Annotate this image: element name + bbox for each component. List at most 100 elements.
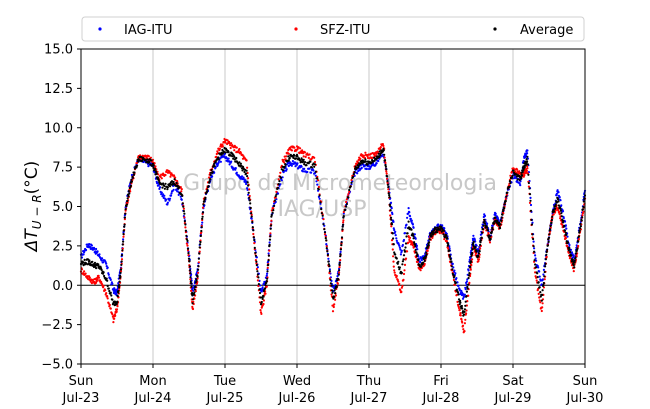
data-point — [168, 197, 172, 200]
data-point — [266, 272, 269, 275]
data-point — [340, 241, 343, 244]
data-point — [246, 181, 249, 184]
data-point — [454, 281, 457, 284]
data-point — [305, 164, 308, 167]
data-point — [288, 156, 291, 160]
data-point — [321, 214, 324, 217]
data-point — [572, 270, 575, 273]
data-point — [392, 265, 395, 268]
data-point — [387, 188, 390, 191]
data-point — [133, 171, 136, 174]
data-point — [481, 226, 484, 229]
data-point — [275, 193, 278, 196]
data-point — [327, 257, 330, 260]
data-point — [389, 214, 392, 217]
data-point — [345, 200, 348, 204]
data-point — [392, 243, 395, 246]
data-point — [188, 265, 191, 268]
data-point — [448, 249, 451, 252]
data-point — [550, 218, 554, 222]
data-point — [492, 222, 495, 225]
data-point — [125, 203, 128, 206]
data-point — [88, 243, 91, 246]
data-point — [147, 165, 150, 168]
data-point — [278, 180, 281, 183]
data-point — [467, 294, 470, 297]
data-point — [450, 260, 453, 263]
data-point — [181, 194, 184, 197]
data-point — [569, 251, 572, 254]
data-point — [498, 221, 501, 224]
data-point — [500, 216, 503, 219]
data-point — [376, 157, 379, 160]
data-point — [264, 287, 267, 290]
data-point — [275, 198, 278, 201]
data-point — [272, 209, 275, 212]
data-point — [443, 227, 446, 230]
data-point — [400, 249, 403, 252]
data-point — [245, 159, 248, 162]
data-point — [334, 298, 337, 301]
data-point — [465, 280, 468, 283]
data-point — [393, 269, 396, 272]
data-point — [254, 251, 257, 254]
data-point — [529, 203, 533, 207]
data-point — [470, 255, 473, 258]
data-point — [255, 267, 258, 271]
data-point — [84, 272, 87, 275]
data-point — [352, 175, 355, 178]
data-point — [518, 178, 521, 182]
data-point — [385, 172, 388, 175]
data-point — [123, 223, 126, 226]
data-point — [313, 163, 317, 166]
data-point — [255, 264, 258, 267]
data-point — [334, 292, 337, 295]
data-point — [471, 258, 474, 261]
data-point — [162, 182, 165, 185]
data-point — [123, 216, 126, 219]
data-point — [389, 209, 392, 212]
data-point — [268, 238, 272, 241]
data-point — [361, 162, 364, 165]
data-point — [366, 155, 369, 158]
data-point — [186, 247, 190, 250]
data-point — [557, 200, 560, 203]
data-point — [303, 167, 306, 170]
data-point — [219, 160, 222, 163]
data-point — [219, 157, 222, 160]
data-point — [165, 198, 168, 201]
data-point — [516, 178, 519, 181]
data-point — [479, 247, 482, 250]
data-point — [398, 282, 401, 285]
data-point — [349, 185, 352, 188]
data-point — [452, 278, 455, 282]
data-point — [558, 196, 561, 199]
data-point — [330, 289, 334, 292]
data-point — [259, 309, 262, 312]
data-point — [481, 228, 485, 231]
data-point — [391, 248, 394, 251]
data-point — [465, 312, 468, 315]
data-point — [119, 268, 123, 271]
data-point — [428, 238, 431, 241]
data-point — [183, 212, 186, 215]
data-point — [399, 248, 402, 251]
data-point — [554, 207, 557, 210]
data-point — [215, 155, 218, 158]
data-point — [106, 279, 109, 282]
data-point — [196, 275, 199, 278]
x-tick-label-day: Sun — [573, 374, 598, 389]
data-point — [404, 246, 407, 249]
data-point — [149, 163, 152, 166]
data-point — [400, 286, 403, 289]
data-point — [104, 289, 107, 292]
data-point — [109, 278, 112, 281]
data-point — [154, 167, 157, 171]
data-point — [543, 275, 546, 278]
data-point — [581, 208, 585, 211]
data-point — [463, 310, 466, 313]
data-point — [426, 246, 429, 249]
data-point — [203, 199, 206, 203]
data-point — [180, 188, 183, 191]
data-point — [509, 182, 512, 185]
